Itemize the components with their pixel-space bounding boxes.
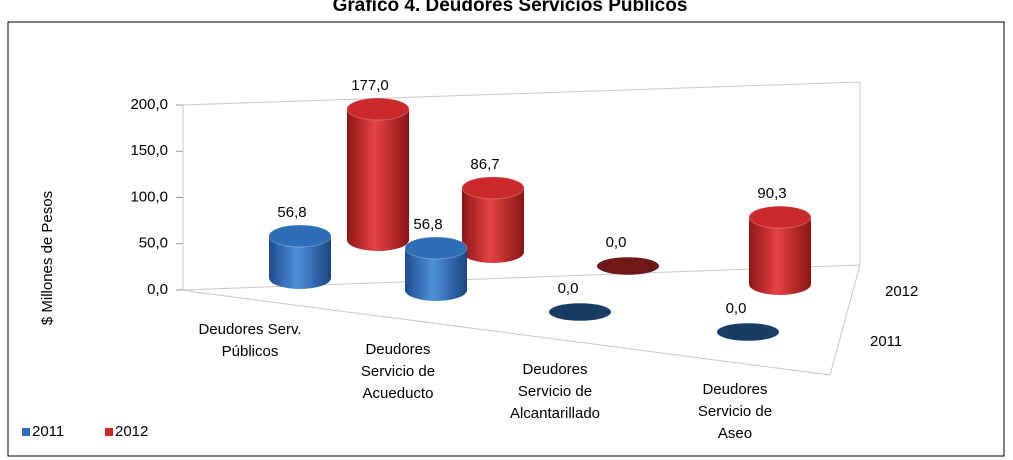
depth-label: 2012 — [885, 283, 918, 300]
cylinder-base — [717, 323, 779, 341]
y-tick-label: 50,0 — [139, 235, 168, 252]
cylinder-top — [404, 236, 468, 260]
x-tick-label: Públicos — [222, 343, 279, 360]
cylinder-base — [549, 303, 611, 321]
x-tick-label: Deudores Serv. — [198, 321, 301, 338]
cylinder — [748, 205, 812, 295]
value-label: 0,0 — [606, 234, 627, 251]
cylinder — [717, 323, 779, 341]
cylinder — [597, 257, 659, 275]
value-label: 56,8 — [277, 204, 306, 221]
cylinder-body — [269, 235, 331, 289]
x-tick-label: Servicio de — [361, 363, 435, 380]
cylinder-body — [462, 187, 524, 263]
y-tick-label: 0,0 — [147, 281, 168, 298]
value-label: 177,0 — [351, 77, 389, 94]
cylinder-body — [347, 109, 409, 252]
x-tick-label: Deudores — [702, 381, 767, 398]
cylinder-body — [405, 247, 467, 301]
y-axis-label: $ Millones de Pesos — [39, 191, 56, 325]
x-tick-label: Aseo — [718, 425, 752, 442]
cylinder — [346, 97, 410, 252]
chart-title: Gráfico 4. Deudores Servicios Públicos — [333, 0, 688, 16]
y-tick-label: 150,0 — [130, 142, 168, 159]
value-label: 56,8 — [413, 216, 442, 233]
cylinder-top — [748, 205, 812, 229]
legend-label: 2012 — [115, 423, 148, 440]
legend-label: 2011 — [32, 423, 64, 440]
frame — [7, 21, 1005, 457]
value-label: 0,0 — [726, 300, 747, 317]
x-tick-label: Alcantarillado — [510, 405, 600, 422]
x-tick-label: Deudores — [365, 341, 430, 358]
x-tick-label: Servicio de — [698, 403, 772, 420]
value-label: 90,3 — [757, 185, 786, 202]
cylinder-top — [346, 97, 410, 121]
legend-swatch — [22, 428, 30, 436]
y-tick-label: 100,0 — [130, 188, 168, 205]
cylinder-base — [597, 257, 659, 275]
cylinder-top — [268, 224, 332, 248]
cylinder — [461, 176, 525, 263]
cylinder — [404, 236, 468, 301]
x-tick-label: Deudores — [522, 361, 587, 378]
cylinder — [268, 224, 332, 289]
cylinder-body — [749, 217, 811, 295]
value-label: 0,0 — [558, 280, 579, 297]
plot — [268, 97, 812, 341]
depth-label: 2011 — [870, 333, 902, 350]
x-tick-label: Servicio de — [518, 383, 592, 400]
cylinder — [549, 303, 611, 321]
legend-swatch — [105, 428, 113, 436]
y-tick-label: 200,0 — [130, 96, 168, 113]
x-tick-label: Acueducto — [363, 385, 434, 402]
value-label: 86,7 — [470, 156, 499, 173]
cylinder-top — [461, 176, 525, 200]
